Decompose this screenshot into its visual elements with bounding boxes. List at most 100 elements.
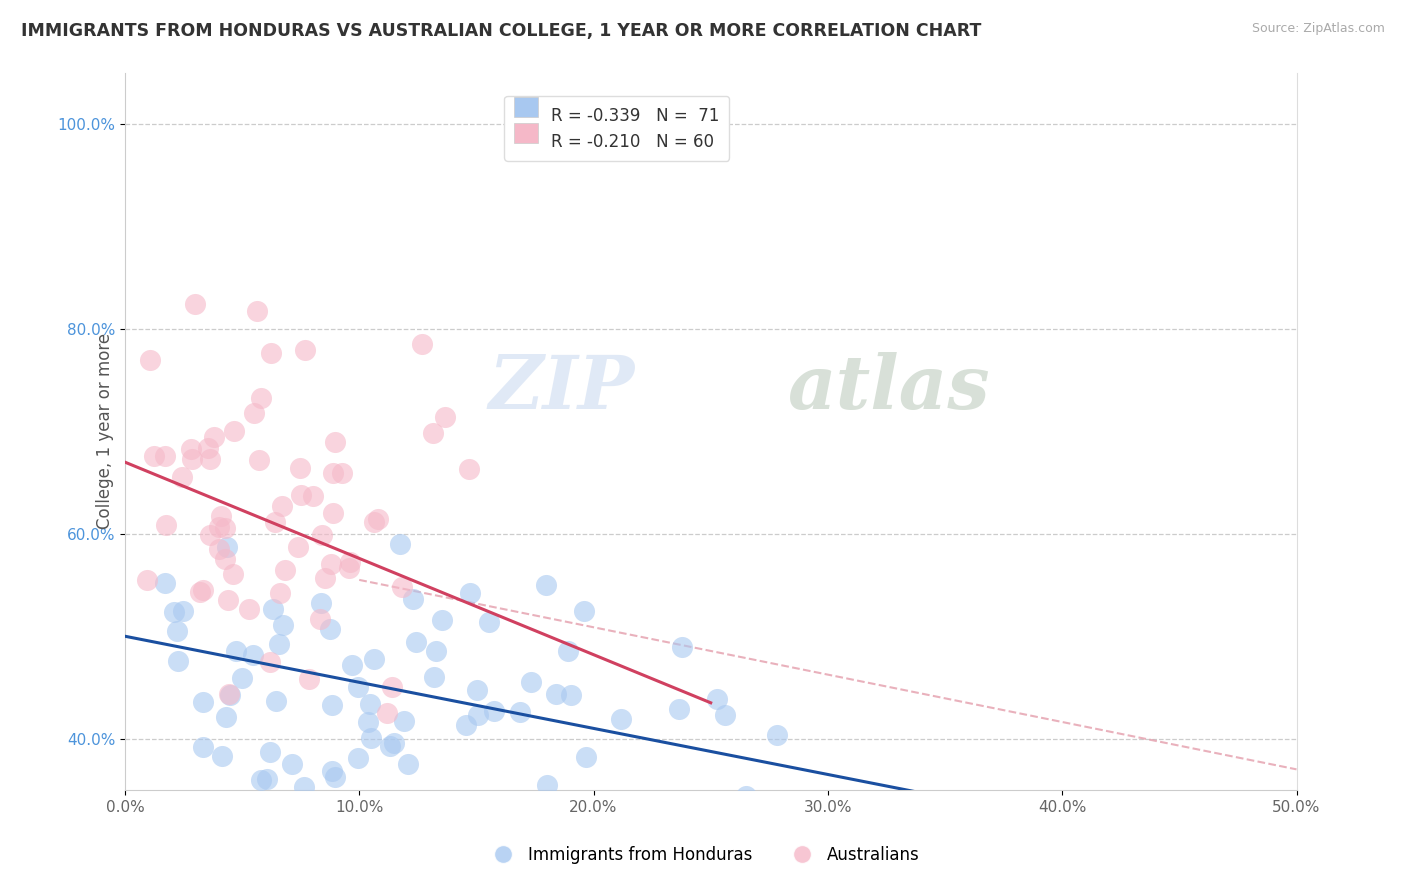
Point bbox=[467, 708, 489, 723]
Point bbox=[217, 540, 239, 554]
Point bbox=[534, 578, 557, 592]
Point bbox=[519, 674, 541, 689]
Point bbox=[575, 750, 598, 764]
Point bbox=[184, 297, 207, 311]
Point bbox=[347, 751, 370, 765]
Point bbox=[153, 449, 176, 463]
Point bbox=[430, 613, 453, 627]
Point bbox=[167, 654, 190, 668]
Point bbox=[263, 515, 285, 529]
Point bbox=[602, 838, 624, 853]
Point bbox=[323, 434, 346, 449]
Point bbox=[198, 452, 221, 467]
Point bbox=[214, 710, 236, 724]
Legend: R = -0.339   N =  71, R = -0.210   N = 60: R = -0.339 N = 71, R = -0.210 N = 60 bbox=[505, 95, 730, 161]
Point bbox=[509, 705, 531, 719]
Point bbox=[280, 756, 302, 771]
Point bbox=[405, 635, 427, 649]
Point bbox=[209, 508, 232, 523]
Point bbox=[172, 604, 194, 618]
Point bbox=[396, 756, 419, 771]
Point bbox=[311, 527, 333, 541]
Point bbox=[225, 644, 247, 658]
Point bbox=[217, 592, 239, 607]
Point bbox=[382, 736, 405, 750]
Point bbox=[572, 604, 595, 618]
Point bbox=[363, 651, 385, 665]
Text: ZIP: ZIP bbox=[488, 352, 634, 425]
Point bbox=[482, 704, 505, 718]
Point bbox=[290, 461, 312, 475]
Point bbox=[271, 617, 294, 632]
Point bbox=[734, 789, 756, 804]
Point bbox=[465, 683, 488, 698]
Point bbox=[454, 718, 477, 732]
Point bbox=[188, 584, 211, 599]
Point bbox=[222, 566, 245, 581]
Point bbox=[309, 612, 332, 626]
Point bbox=[367, 512, 389, 526]
Point bbox=[322, 466, 344, 480]
Point bbox=[155, 517, 177, 532]
Point bbox=[162, 605, 184, 619]
Point bbox=[172, 470, 194, 484]
Point bbox=[208, 541, 231, 556]
Point bbox=[271, 500, 294, 514]
Point bbox=[337, 560, 360, 574]
Point bbox=[375, 706, 398, 720]
Point bbox=[180, 451, 202, 466]
Point bbox=[478, 615, 501, 630]
Point bbox=[706, 692, 728, 706]
Point bbox=[260, 345, 283, 359]
Point bbox=[207, 520, 229, 534]
Text: Source: ZipAtlas.com: Source: ZipAtlas.com bbox=[1251, 22, 1385, 36]
Point bbox=[319, 623, 342, 637]
Point bbox=[238, 602, 260, 616]
Point bbox=[536, 778, 558, 792]
Point bbox=[321, 764, 343, 779]
Point bbox=[425, 644, 447, 658]
Point bbox=[458, 585, 481, 599]
Point bbox=[392, 714, 415, 728]
Point bbox=[200, 528, 222, 542]
Point bbox=[346, 680, 368, 694]
Point bbox=[381, 681, 404, 695]
Point bbox=[389, 537, 412, 551]
Point bbox=[250, 773, 273, 788]
Point bbox=[434, 409, 457, 424]
Point bbox=[153, 576, 176, 591]
Legend: Immigrants from Honduras, Australians: Immigrants from Honduras, Australians bbox=[479, 839, 927, 871]
Point bbox=[309, 816, 332, 830]
Point bbox=[359, 698, 381, 712]
Point bbox=[294, 343, 316, 358]
Point bbox=[357, 715, 380, 730]
Point bbox=[214, 521, 236, 535]
Point bbox=[309, 596, 332, 610]
Point bbox=[143, 449, 166, 463]
Point bbox=[259, 655, 281, 669]
Point bbox=[422, 425, 444, 440]
Point bbox=[193, 695, 215, 709]
Point bbox=[246, 304, 269, 318]
Point bbox=[197, 442, 219, 456]
Point bbox=[218, 689, 240, 703]
Point bbox=[256, 772, 278, 786]
Point bbox=[274, 564, 297, 578]
Point bbox=[319, 557, 342, 571]
Point bbox=[321, 698, 343, 712]
Point bbox=[287, 540, 309, 554]
Point bbox=[262, 601, 284, 615]
Point bbox=[423, 670, 446, 684]
Point bbox=[557, 644, 579, 658]
Point bbox=[243, 406, 266, 420]
Point bbox=[294, 780, 316, 795]
Point bbox=[259, 746, 281, 760]
Point bbox=[544, 687, 567, 701]
Point bbox=[218, 687, 240, 701]
Point bbox=[609, 712, 631, 726]
Point bbox=[560, 688, 582, 702]
Point bbox=[302, 489, 325, 503]
Point bbox=[269, 586, 291, 600]
Point bbox=[322, 794, 344, 808]
Point bbox=[139, 353, 162, 368]
